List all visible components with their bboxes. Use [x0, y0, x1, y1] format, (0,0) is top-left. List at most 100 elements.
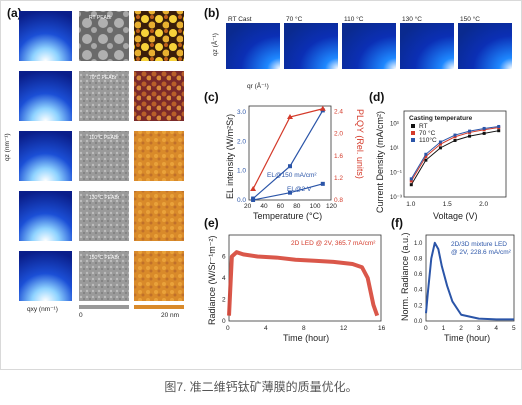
panel-e-series	[227, 250, 380, 317]
panel-c-ytick-right: 2.0	[334, 131, 343, 138]
colorbar-left-label: 0	[79, 312, 83, 319]
panel-d-frame	[403, 110, 507, 198]
panel-d-point	[438, 142, 442, 146]
giwaxs-title-rt: RT Cast	[228, 16, 252, 23]
panel-c-ytick-right: 1.2	[334, 175, 343, 182]
panel-c-xtick: 100	[310, 203, 321, 210]
sem-image-110	[79, 131, 129, 181]
panel-d-label: (d)	[369, 90, 384, 104]
panel-c-xtick: 40	[260, 203, 268, 210]
panel-c-plot: 20 40 60 80 100 120 0.0 1.0 2.0 3.0 0.8 1.2 1.6 2.0 2.…	[237, 105, 343, 210]
panel-d-ylabel: Current Density (mA/cm²)	[375, 111, 385, 213]
panel-d-legend-marker	[411, 124, 415, 128]
panel-f-xtick: 3	[477, 325, 481, 332]
panel-e-ytick: 6	[222, 254, 226, 261]
panel-d-xtick: 1.0	[406, 201, 415, 208]
panel-d-xtick: 2.0	[479, 201, 488, 208]
panel-b-label: (b)	[204, 6, 219, 20]
panel-e-chart: 0 4 8 12 16 0 2 4 6 2D LED @ 2V, 365.7 mA/cm² Ra…	[207, 234, 386, 343]
sem-image-150	[79, 251, 129, 301]
panel-d-point	[497, 124, 501, 128]
panel-f-xlabel: Time (hour)	[444, 333, 490, 343]
panel-c-point	[287, 114, 293, 120]
colorbar-sem	[79, 305, 129, 309]
panel-f-xtick: 4	[494, 325, 498, 332]
giwaxs-130	[400, 23, 454, 69]
panel-d-point	[438, 140, 442, 144]
panel-e-ytick: 0	[222, 318, 226, 325]
panel-c-label: (c)	[204, 90, 219, 104]
panel-d-point	[409, 179, 413, 183]
panel-a-ylabel: qz (nm⁻¹)	[4, 133, 11, 161]
giwaxs-title-70: 70 °C	[286, 15, 303, 23]
panel-e-xtick: 4	[264, 325, 268, 332]
panel-a-sem-column: RT PEABr 70°C PEABr 110°C PEABr 130°C PE…	[79, 11, 129, 301]
afm-image-150	[134, 251, 184, 301]
panel-d-point	[453, 135, 457, 139]
panel-c-ytick-right: 1.6	[334, 153, 343, 160]
panel-c-ytick-right: 2.4	[334, 109, 343, 116]
panel-e-xtick: 8	[302, 325, 306, 332]
panel-e-frame	[228, 234, 382, 322]
sem-image-70	[79, 71, 129, 121]
panel-c-point	[319, 105, 326, 111]
panel-f-ytick: 0.8	[414, 256, 423, 262]
panel-e-ytick: 4	[222, 275, 226, 282]
giwaxs-title-110: 110 °C	[344, 15, 364, 23]
panel-d-point	[482, 131, 486, 135]
panel-f-ytick: 0.4	[414, 288, 423, 294]
giwaxs-70	[284, 23, 338, 69]
panel-a-xlabel: qxy (nm⁻¹)	[27, 306, 58, 313]
panel-f-xtick: 2	[459, 325, 463, 332]
sem-image-130	[79, 191, 129, 241]
panel-c-annot-2v: EL@2 V	[287, 186, 312, 193]
panel-d-legend-title: Casting temperature	[409, 115, 473, 122]
panel-e-ylabel: Radiance (W/Sr⁻¹m⁻²)	[207, 235, 217, 325]
panel-d-point	[468, 129, 472, 133]
giwaxs-title-130: 130 °C	[402, 15, 422, 23]
panel-a-afm-column: 0 20 nm	[79, 11, 184, 319]
sem-image-rt	[79, 11, 129, 61]
sem-tag-70: 70°C PEABr	[89, 75, 117, 81]
gisaxs-image-150	[19, 251, 72, 301]
panel-f-xtick: 0	[424, 325, 428, 332]
panel-d-point	[468, 134, 472, 138]
panel-d-point	[409, 177, 413, 181]
gisaxs-image-70	[19, 71, 72, 121]
afm-image-70	[134, 71, 184, 121]
panel-c-xtick: 120	[326, 203, 337, 210]
panel-c-point	[250, 185, 257, 191]
panel-f-ytick: 0.2	[414, 303, 423, 309]
giwaxs-title-150: 150 °C	[460, 15, 480, 23]
panel-d-legend-110: 110°C	[419, 136, 437, 144]
panel-c-xtick: 60	[277, 203, 285, 210]
panel-f-chart: 0 1 2 3 4 5 0.0 0.2 0.4 0.6 0.8 1.0 2D/3D mixture L…	[400, 232, 516, 343]
panel-f-ytick: 1.0	[414, 241, 423, 247]
panel-c-ytick-left: 2.0	[237, 138, 246, 145]
gisaxs-image-130	[19, 191, 72, 241]
sem-tag-110: 110°C PEABr	[89, 135, 119, 141]
panel-d-legend-marker	[411, 138, 415, 142]
panel-c-ylabel-left: EL intensity (W/m²Sr)	[225, 114, 235, 199]
panel-e-xlabel: Time (hour)	[283, 333, 329, 343]
panel-a-label: (a)	[7, 6, 22, 20]
panel-c-xtick: 20	[244, 203, 252, 210]
panel-e-xtick: 0	[226, 325, 230, 332]
panel-c-point	[320, 181, 325, 186]
afm-image-rt	[134, 11, 184, 61]
panel-e-xtick: 12	[340, 325, 348, 332]
panel-c-xlabel: Temperature (°C)	[253, 211, 322, 221]
panel-f-ytick: 0.6	[414, 272, 423, 278]
panel-a-gisaxs-column: qz (nm⁻¹) qxy (nm⁻¹)	[4, 11, 72, 313]
giwaxs-rt	[226, 23, 280, 69]
panel-d-point	[453, 133, 457, 137]
figure-caption: 图7. 准二维钙钛矿薄膜的质量优化。	[164, 380, 358, 394]
panel-c-point	[288, 164, 292, 169]
panel-d-point	[482, 126, 486, 130]
panel-c-ytick-left: 1.0	[237, 168, 246, 175]
panel-c-frame	[248, 105, 332, 201]
panel-d-legend-70: 70 °C	[419, 129, 436, 137]
panel-c-ytick-right: 0.8	[334, 197, 343, 204]
panel-c-ylabel-right: PLQY (Rel. units)	[355, 109, 365, 179]
panel-f-xtick: 5	[512, 325, 516, 332]
